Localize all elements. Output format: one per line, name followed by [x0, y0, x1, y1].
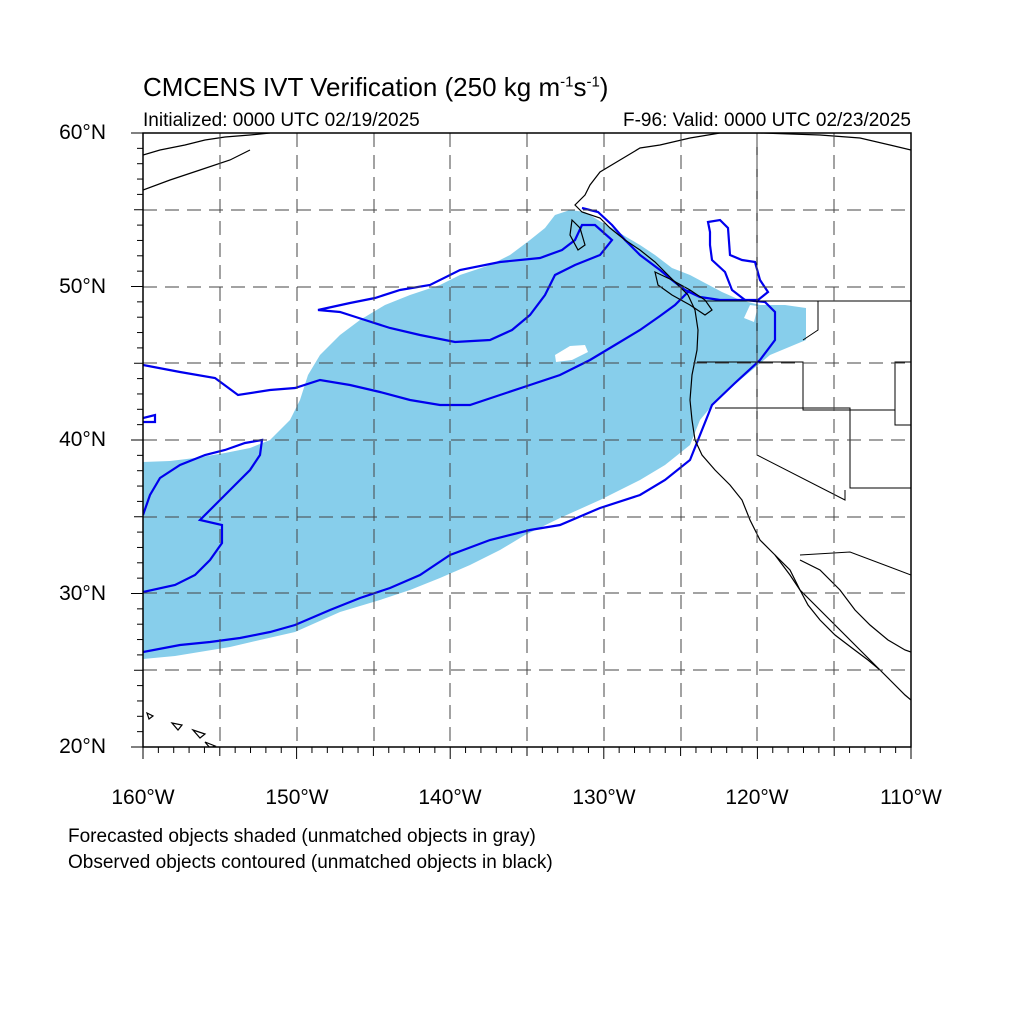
- footer-line-1: Forecasted objects shaded (unmatched obj…: [68, 826, 536, 847]
- observed-contour: [143, 438, 264, 594]
- lat-label: 30°N: [59, 582, 106, 605]
- lon-label: 110°W: [880, 786, 942, 809]
- lat-label: 20°N: [59, 735, 106, 758]
- forecast-object: [143, 210, 806, 659]
- lon-label: 120°W: [725, 786, 789, 809]
- lon-label: 140°W: [418, 786, 482, 809]
- observed-contour: [143, 413, 157, 424]
- observed-contour: [143, 289, 691, 407]
- axis-ticks: [131, 132, 912, 759]
- lat-label: 60°N: [59, 121, 106, 144]
- valid-time-label: F-96: Valid: 0000 UTC 02/23/2025: [623, 110, 911, 131]
- lon-label: 150°W: [265, 786, 329, 809]
- observed-contour: [706, 218, 770, 302]
- initialized-label: Initialized: 0000 UTC 02/19/2025: [143, 110, 420, 131]
- footer-line-2: Observed objects contoured (unmatched ob…: [68, 852, 553, 873]
- coastline: [143, 133, 911, 747]
- observed-contour: [143, 206, 777, 654]
- lat-label: 50°N: [59, 275, 106, 298]
- state-borders: [697, 133, 911, 576]
- lon-label: 160°W: [111, 786, 175, 809]
- lat-label: 40°N: [59, 428, 106, 451]
- chart-title: CMCENS IVT Verification (250 kg m-1s-1): [143, 72, 609, 102]
- forecast-gap: [744, 305, 758, 322]
- observed-contour: [317, 223, 614, 344]
- forecast-gap: [555, 345, 588, 362]
- lat-lon-grid: [143, 133, 911, 747]
- lon-label: 130°W: [572, 786, 636, 809]
